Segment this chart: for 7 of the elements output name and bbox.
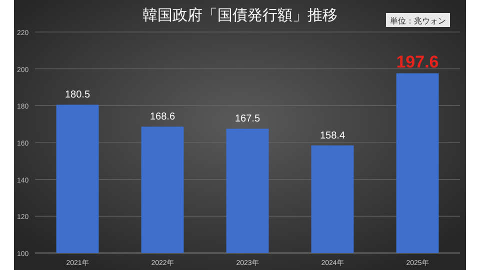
chart-title: 韓国政府「国債発行額」推移	[142, 7, 338, 24]
data-label: 197.6	[396, 52, 439, 72]
text: 単位：兆ウォン	[390, 16, 446, 26]
data-label: 158.4	[320, 130, 346, 142]
data-label: 180.5	[64, 90, 90, 101]
data-label: 168.6	[150, 112, 176, 123]
data-label: 167.5	[234, 114, 260, 125]
